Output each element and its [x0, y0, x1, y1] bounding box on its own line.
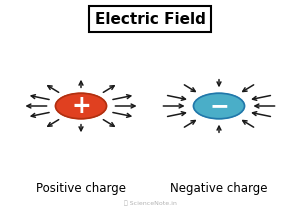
Text: +: +: [71, 94, 91, 118]
Text: Negative charge: Negative charge: [170, 182, 268, 195]
Text: Electric Field: Electric Field: [94, 12, 206, 26]
Text: Positive charge: Positive charge: [36, 182, 126, 195]
Ellipse shape: [56, 93, 106, 119]
Ellipse shape: [194, 93, 244, 119]
Text: −: −: [209, 94, 229, 118]
Text: Ⓢ ScienceNote.in: Ⓢ ScienceNote.in: [124, 201, 176, 206]
